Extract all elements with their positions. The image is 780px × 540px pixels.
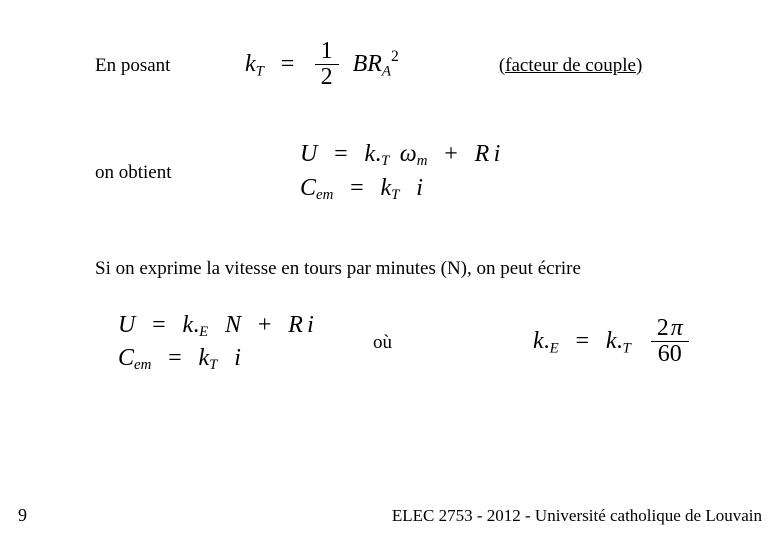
row-equations-n: U = k.E N + Ri Cem = kT i où k.E =: [95, 308, 735, 378]
num-2: 2: [657, 315, 669, 341]
equation-kt-definition: kT = 1 2 BRA2: [245, 40, 399, 91]
var-N: N: [225, 312, 241, 338]
sub-T5: T: [623, 341, 631, 357]
var-k4: k: [182, 312, 193, 338]
frac-den-2: 2: [315, 64, 339, 90]
page-number: 9: [18, 505, 27, 526]
var-C2: C: [118, 345, 134, 371]
label-en-posant: En posant: [95, 55, 245, 77]
var-i2: i: [416, 175, 423, 201]
var-omega: ω: [400, 141, 417, 167]
sup-2: 2: [391, 48, 399, 65]
var-i: i: [494, 141, 501, 167]
label-on-obtient: on obtient: [95, 162, 300, 184]
var-i4: i: [234, 345, 241, 371]
sub-E2: E: [550, 341, 559, 357]
sub-T2: T: [381, 154, 389, 170]
sub-A: A: [382, 63, 391, 79]
var-B: B: [353, 51, 368, 77]
num-pi: π: [669, 315, 683, 341]
sub-T3: T: [391, 187, 399, 203]
var-k6: k: [533, 328, 544, 354]
sub-T4: T: [209, 357, 217, 373]
var-i3: i: [307, 312, 314, 338]
var-k5: k: [199, 345, 210, 371]
var-R2: R: [475, 141, 490, 167]
var-U2: U: [118, 312, 135, 338]
var-k7: k: [606, 328, 617, 354]
sub-T: T: [256, 63, 264, 79]
slide-content: En posant kT = 1 2 BRA2 (facteur de coup…: [95, 40, 735, 378]
var-k2: k: [364, 141, 375, 167]
equations-u-cem-omega: U = k.T ωm + Ri Cem = kT i: [300, 137, 500, 207]
row-on-obtient: on obtient U = k.T ωm + Ri Cem = kT i: [95, 137, 735, 207]
var-R3: R: [288, 312, 303, 338]
frac-num-1: 1: [315, 39, 339, 64]
var-k3: k: [381, 175, 392, 201]
var-R: R: [367, 51, 382, 77]
sub-em2: em: [134, 357, 151, 373]
row-en-posant: En posant kT = 1 2 BRA2 (facteur de coup…: [95, 40, 735, 91]
label-ou: où: [373, 332, 533, 354]
sentence-vitesse-tours: Si on exprime la vitesse en tours par mi…: [95, 258, 735, 280]
var-k: k: [245, 51, 256, 77]
equation-ke-kt: k.E = k.T 2π 60: [533, 317, 692, 368]
sub-E: E: [199, 324, 208, 340]
label-facteur-couple: (facteur de couple): [499, 55, 642, 77]
footer-text: ELEC 2753 - 2012 - Université catholique…: [392, 506, 762, 526]
equations-u-cem-n: U = k.E N + Ri Cem = kT i: [118, 308, 373, 378]
den-60: 60: [651, 341, 689, 367]
sub-em: em: [316, 187, 333, 203]
sub-m: m: [417, 154, 428, 170]
var-C: C: [300, 175, 316, 201]
var-U: U: [300, 141, 317, 167]
